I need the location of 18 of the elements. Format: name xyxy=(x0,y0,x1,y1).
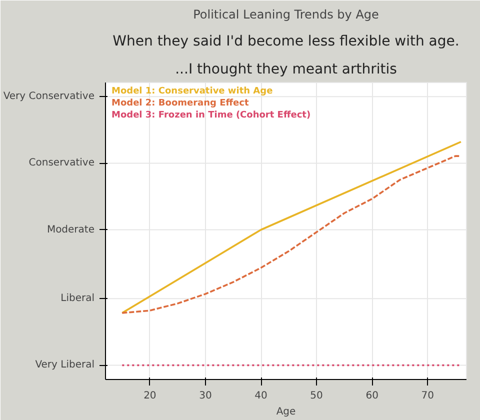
x-axis-title: Age xyxy=(276,406,296,418)
ref-line-label: Very Conservative xyxy=(3,91,95,102)
chart-title: Political Leaning Trends by Age xyxy=(193,8,379,22)
ref-line-label: Very Liberal xyxy=(35,360,95,371)
text: When they said I'd become less flexible with age. xyxy=(112,34,460,50)
x-tick-label: 70 xyxy=(421,390,434,402)
ref-line-label: Liberal xyxy=(60,293,95,304)
ref-line-label: Conservative xyxy=(28,158,95,169)
x-tick-label: 60 xyxy=(366,390,378,402)
x-tick-label: 20 xyxy=(144,390,156,402)
text: ...I thought they meant arthritis xyxy=(175,62,397,78)
text: Model 3: Frozen in Time (Cohort Effect) xyxy=(112,110,311,120)
x-tick-label: 40 xyxy=(254,390,268,402)
x-tick-label: 50 xyxy=(310,390,323,402)
ref-line-label: Moderate xyxy=(46,224,95,236)
text: Model 1: Conservative with Age xyxy=(112,86,273,96)
text: Model 2: Boomerang Effect xyxy=(112,98,250,108)
x-tick-label: 30 xyxy=(199,390,212,402)
